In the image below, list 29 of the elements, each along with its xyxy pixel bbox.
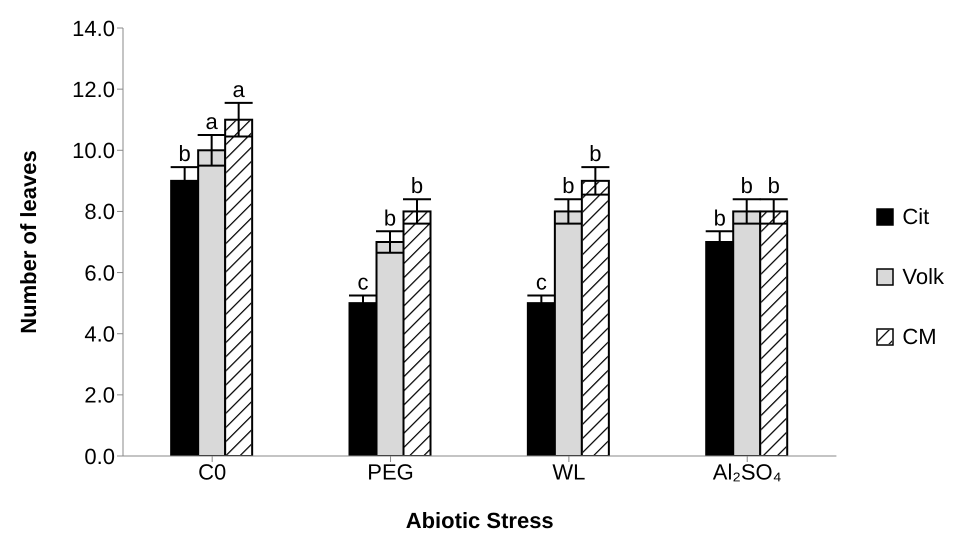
y-tick-label: 14.0 bbox=[72, 16, 115, 41]
y-tick-label: 12.0 bbox=[72, 76, 115, 102]
data-label: b bbox=[410, 173, 424, 198]
legend-label: Cit bbox=[902, 203, 930, 231]
y-tick-label: 0.0 bbox=[84, 444, 115, 469]
y-tick-label: 10.0 bbox=[72, 138, 115, 164]
y-tick-label: 6.0 bbox=[84, 260, 115, 286]
data-label: b bbox=[740, 173, 753, 198]
legend-label: CM bbox=[902, 323, 937, 351]
x-tick-label: C0 bbox=[198, 460, 226, 485]
data-label: a bbox=[206, 109, 219, 134]
y-tick-label: 2.0 bbox=[84, 382, 115, 408]
data-label: b bbox=[714, 205, 726, 230]
data-label: c bbox=[358, 270, 369, 294]
y-tick-label: 4.0 bbox=[84, 322, 115, 347]
x-tick-label: Al₂SO₄ bbox=[712, 460, 782, 485]
y-tick-label: 8.0 bbox=[84, 199, 115, 224]
data-label: b bbox=[589, 141, 602, 166]
data-label: b bbox=[562, 173, 574, 198]
x-tick-label: WL bbox=[552, 460, 586, 485]
data-label: a bbox=[232, 76, 246, 102]
data-label: c bbox=[536, 270, 547, 294]
data-label: b bbox=[768, 173, 780, 198]
x-tick-label: PEG bbox=[367, 460, 414, 485]
x-axis-title: Abiotic Stress bbox=[406, 508, 554, 533]
legend-label: Volk bbox=[902, 263, 944, 291]
y-axis-title: Number of leaves bbox=[16, 150, 41, 334]
data-label: b bbox=[384, 205, 396, 230]
data-label: b bbox=[178, 141, 191, 166]
